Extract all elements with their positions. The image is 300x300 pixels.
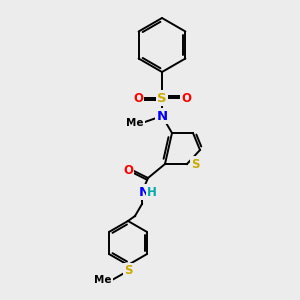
Text: S: S [157, 92, 167, 104]
Text: O: O [123, 164, 133, 178]
Text: H: H [147, 185, 157, 199]
Text: N: N [156, 110, 168, 122]
Text: Me: Me [94, 275, 112, 285]
Text: O: O [181, 92, 191, 104]
Text: O: O [133, 92, 143, 104]
Text: N: N [138, 185, 150, 199]
Text: S: S [124, 265, 132, 278]
Text: Me: Me [126, 118, 144, 128]
Text: S: S [191, 158, 199, 170]
